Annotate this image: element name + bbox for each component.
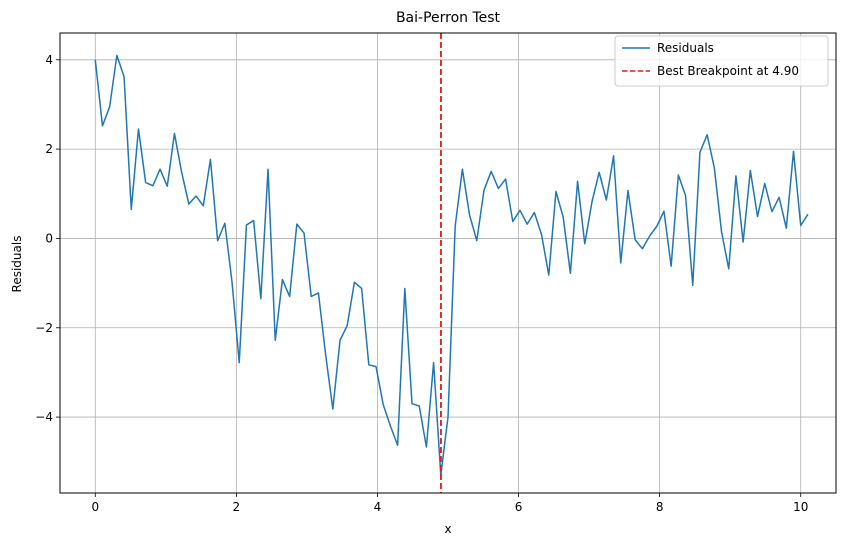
y-axis-label: Residuals: [10, 236, 24, 293]
x-axis-label: x: [444, 522, 451, 536]
x-tick-label: 6: [515, 500, 523, 514]
legend-box: [614, 35, 829, 87]
x-tick-label: 4: [374, 500, 382, 514]
legend: Residuals Best Breakpoint at 4.90: [614, 35, 829, 87]
legend-label-residuals: Residuals: [657, 41, 714, 55]
series-line-residuals: [94, 54, 809, 476]
chart-title: Bai-Perron Test: [396, 10, 501, 26]
plot-frame: [59, 32, 837, 494]
y-tick-label: −4: [35, 410, 53, 424]
x-tick-label: 10: [793, 500, 808, 514]
y-tick-label: 2: [45, 142, 53, 156]
x-axis-ticks: 0 2 4 6 8 10: [91, 493, 808, 514]
legend-label-breakpoint: Best Breakpoint at 4.90: [657, 64, 799, 78]
x-tick-label: 2: [233, 500, 241, 514]
x-tick-label: 0: [91, 500, 99, 514]
y-tick-label: −2: [35, 321, 53, 335]
series-layer: [94, 33, 809, 493]
x-tick-label: 8: [656, 500, 664, 514]
y-tick-label: 0: [45, 231, 53, 245]
y-axis-ticks: −4 −2 0 2 4: [35, 53, 60, 424]
y-tick-label: 4: [45, 53, 53, 67]
